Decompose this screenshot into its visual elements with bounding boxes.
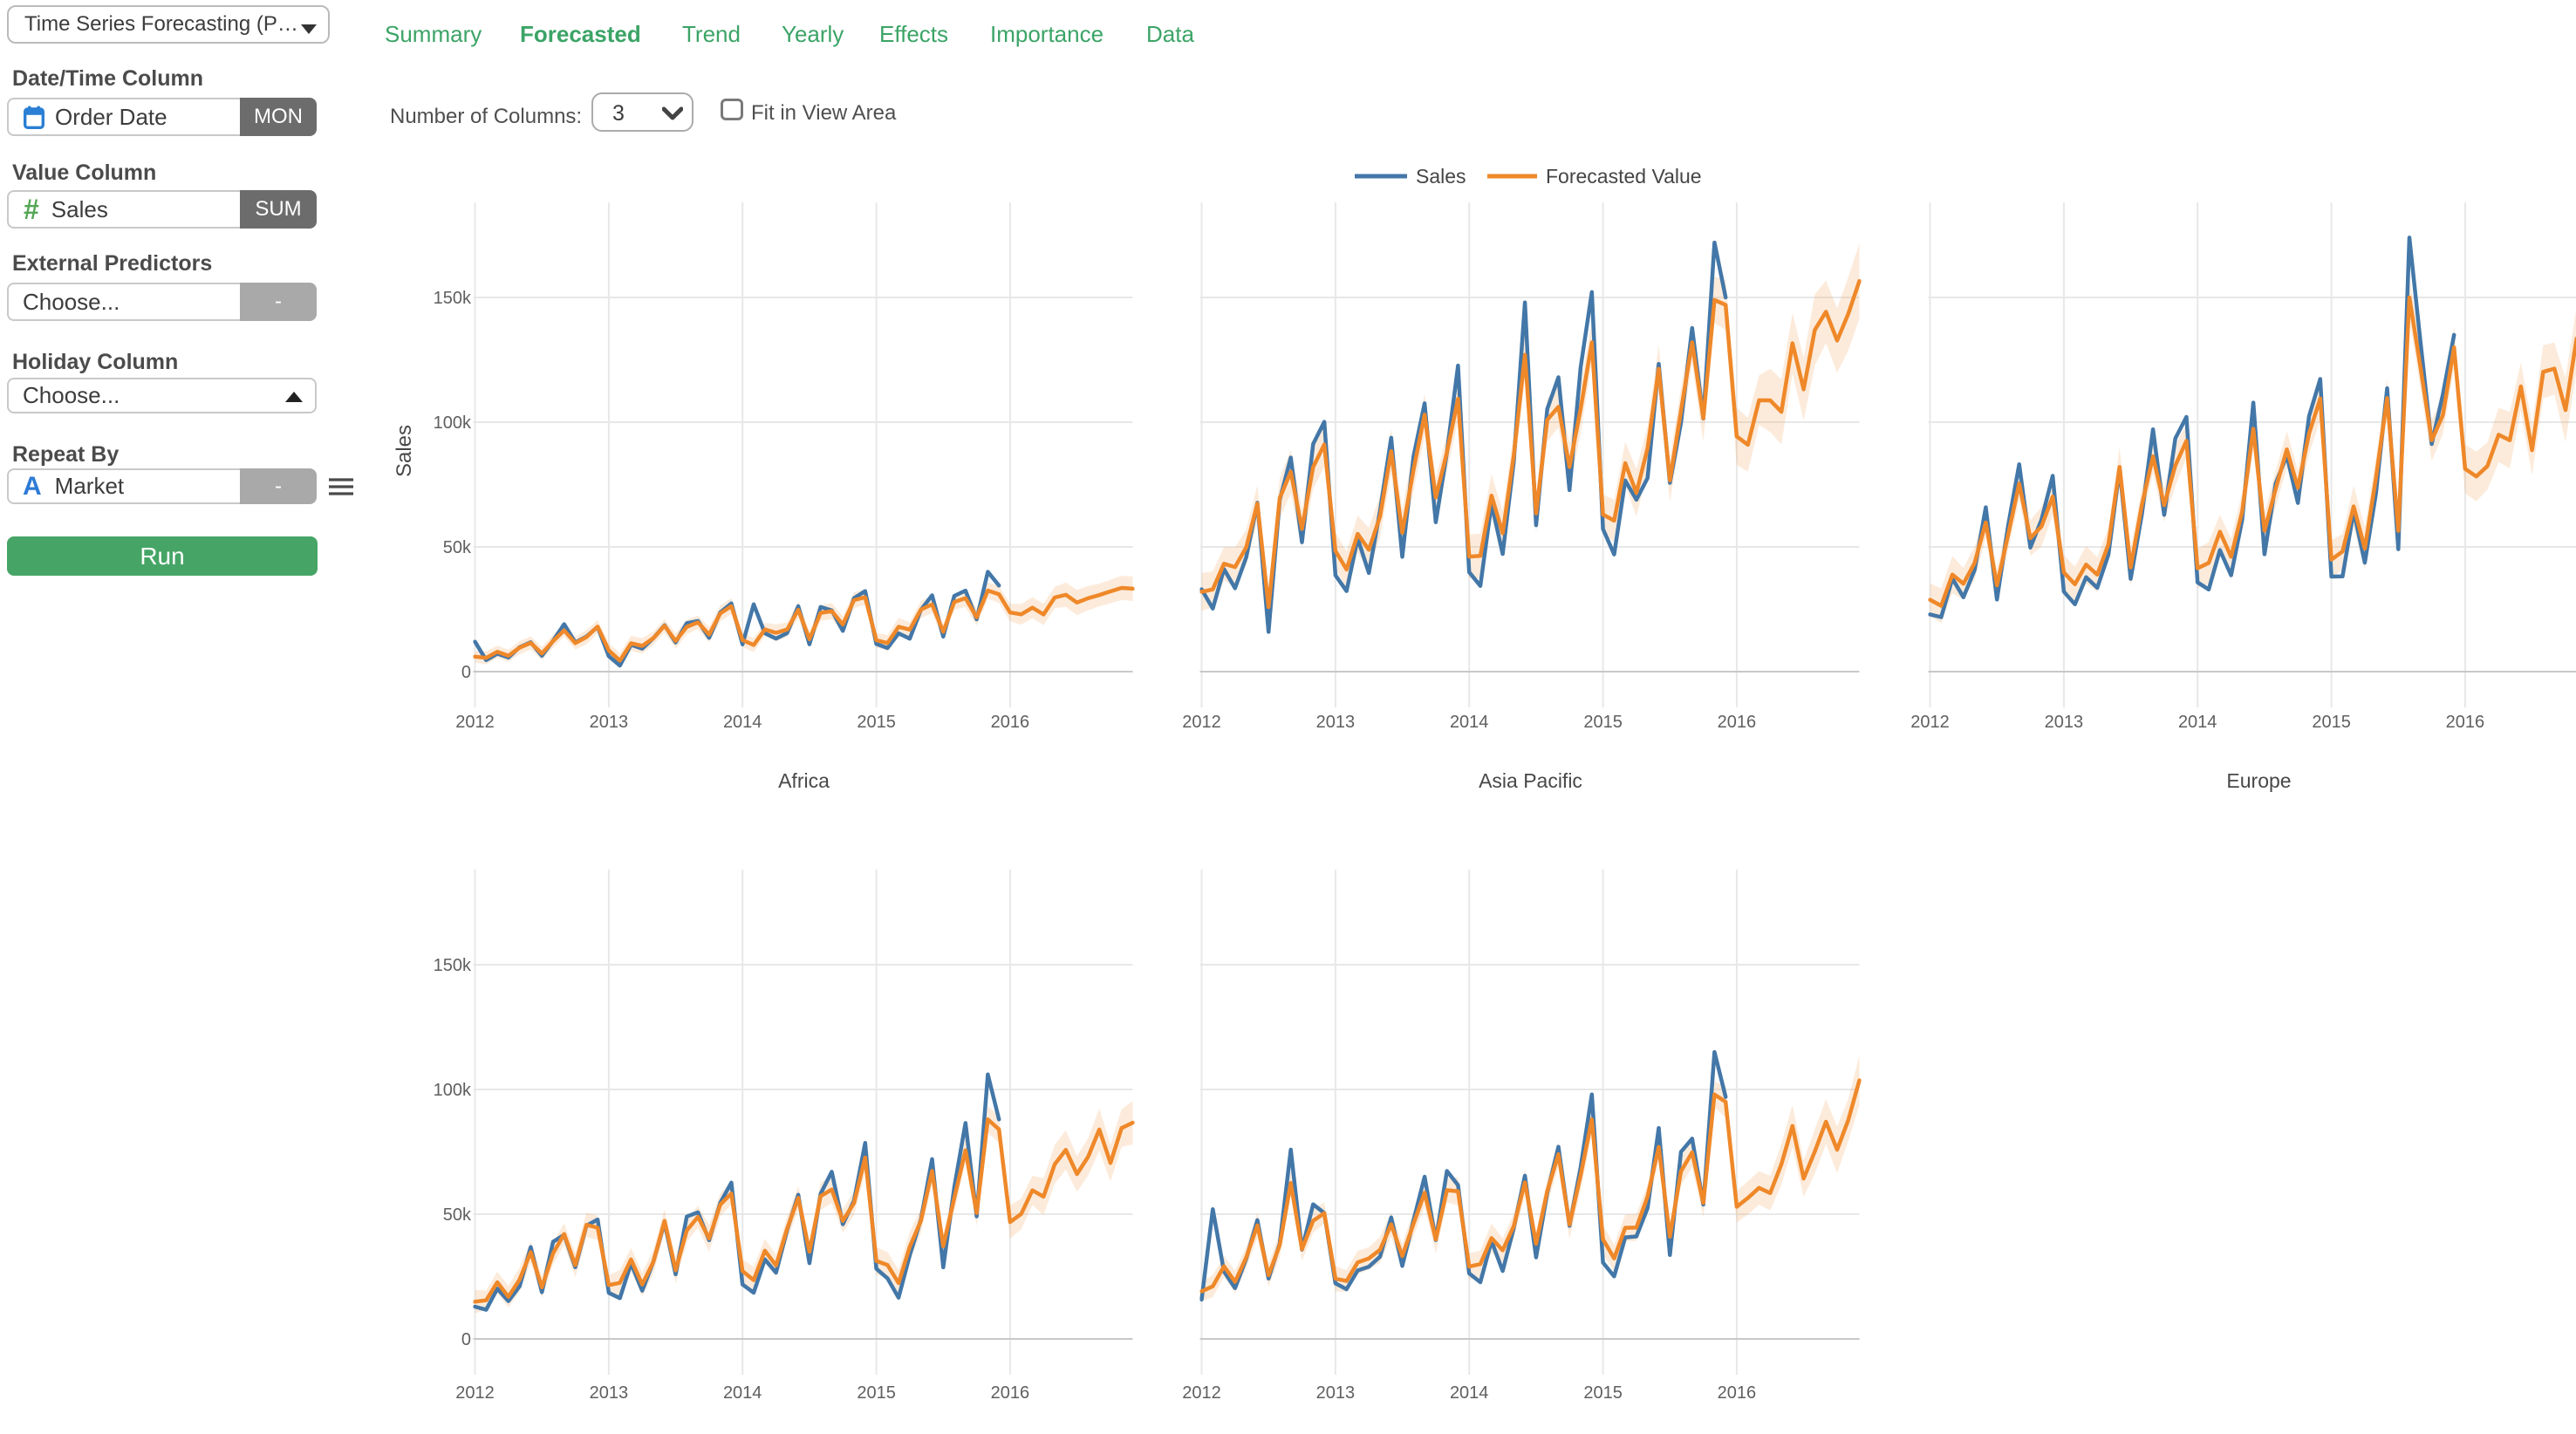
svg-text:0: 0 (461, 663, 471, 682)
svg-text:2016: 2016 (1718, 713, 1757, 732)
svg-text:2013: 2013 (590, 713, 629, 732)
svg-text:2016: 2016 (1718, 1383, 1757, 1403)
svg-text:2012: 2012 (455, 713, 495, 732)
svg-text:0: 0 (461, 1330, 471, 1349)
svg-text:Sales: Sales (393, 425, 416, 477)
svg-text:2015: 2015 (1583, 1383, 1623, 1403)
svg-text:2016: 2016 (991, 1383, 1030, 1403)
svg-text:2013: 2013 (2045, 713, 2084, 732)
svg-text:2012: 2012 (1182, 1383, 1221, 1403)
svg-text:2014: 2014 (723, 1383, 762, 1403)
svg-text:100k: 100k (434, 413, 472, 433)
svg-text:2013: 2013 (590, 1383, 629, 1403)
svg-text:150k: 150k (434, 956, 472, 975)
svg-text:2013: 2013 (1316, 1383, 1356, 1403)
svg-text:Asia Pacific: Asia Pacific (1479, 769, 1582, 792)
svg-text:2015: 2015 (2312, 713, 2351, 732)
svg-text:Forecasted Value: Forecasted Value (1546, 165, 1702, 188)
svg-text:Africa: Africa (778, 769, 830, 792)
svg-text:2015: 2015 (1583, 713, 1623, 732)
svg-text:Sales: Sales (1416, 165, 1466, 188)
svg-text:2015: 2015 (857, 713, 896, 732)
svg-text:2014: 2014 (1450, 1383, 1489, 1403)
svg-text:2016: 2016 (2446, 713, 2485, 732)
svg-text:100k: 100k (434, 1081, 472, 1100)
svg-text:2014: 2014 (1450, 713, 1489, 732)
svg-text:2012: 2012 (1910, 713, 1950, 732)
svg-text:2013: 2013 (1316, 713, 1356, 732)
svg-text:150k: 150k (434, 289, 472, 308)
svg-text:2012: 2012 (1182, 713, 1221, 732)
svg-text:2014: 2014 (723, 713, 762, 732)
svg-text:50k: 50k (443, 538, 472, 557)
svg-text:2014: 2014 (2178, 713, 2217, 732)
svg-text:50k: 50k (443, 1205, 472, 1225)
svg-text:2016: 2016 (991, 713, 1030, 732)
svg-text:2012: 2012 (455, 1383, 495, 1403)
svg-text:Europe: Europe (2226, 769, 2291, 792)
svg-text:2015: 2015 (857, 1383, 896, 1403)
